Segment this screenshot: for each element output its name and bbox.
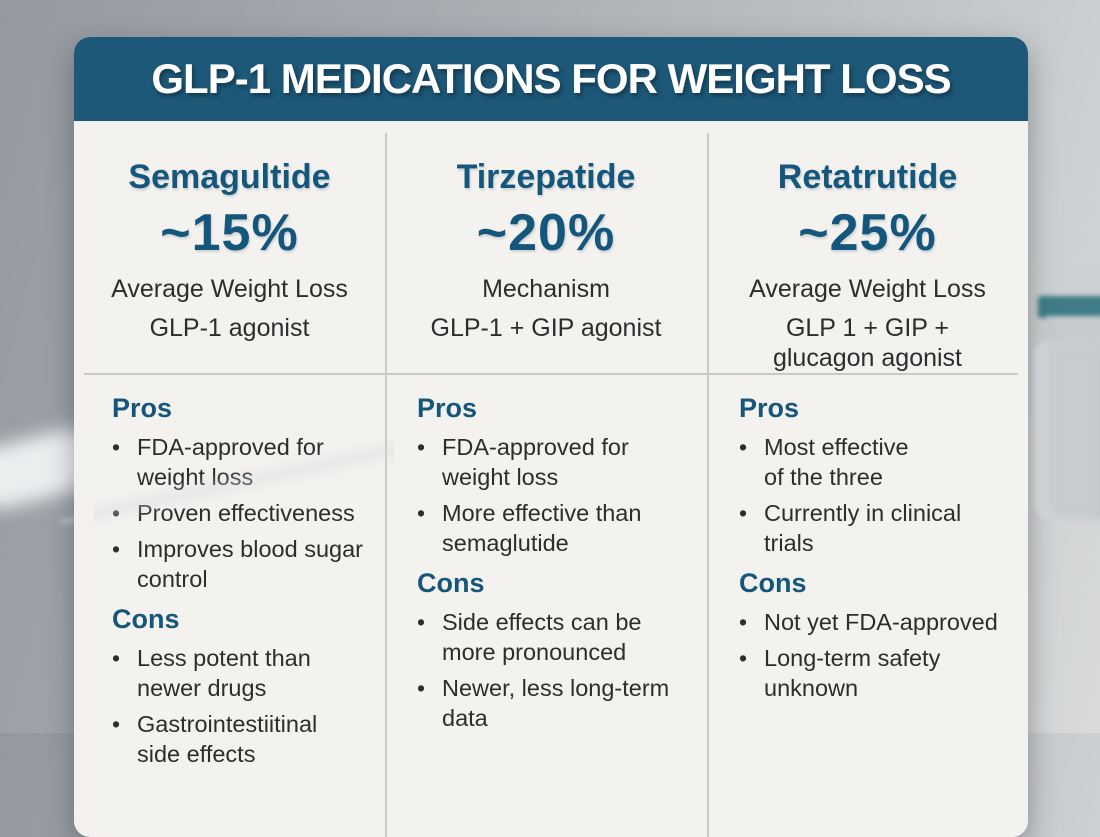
list-item: • FDA-approved for weight loss	[112, 432, 385, 492]
list-item-text: More effective than semaglutide	[442, 500, 642, 556]
mechanism-text: GLP-1 + GIP agonist	[430, 314, 662, 342]
column-details: Pros • FDA-approved for weight loss • Prov…	[74, 373, 385, 769]
cons-heading: Cons	[417, 568, 485, 598]
drug-name: Tirzepatide	[456, 158, 636, 196]
drug-name: Retatrutide	[777, 158, 958, 196]
column-details: Pros • Most effective of the three • Curre…	[707, 373, 1028, 703]
pros-heading: Pros	[739, 393, 800, 423]
list-item-text: Long-term safety unknown	[764, 645, 941, 701]
list-item: • Most effective of the three	[739, 432, 1028, 492]
cons-list: • Side effects can be more pronounced • Ne…	[417, 607, 707, 733]
column-retatrutide: Retatrutide ~25% Average Weight Loss GLP…	[707, 133, 1028, 837]
list-item: • Less potent than newer drugs	[112, 643, 385, 703]
bullet-icon: •	[417, 434, 426, 460]
list-item-text: Side effects can be more pronounced	[442, 609, 642, 665]
bullet-icon: •	[417, 609, 426, 635]
list-item-text: Not yet FDA-approved	[764, 609, 998, 635]
mechanism-text: GLP-1 agonist	[149, 314, 310, 342]
weight-loss-stat: ~25%	[798, 204, 937, 262]
list-item-text: Currently in clinical trials	[764, 500, 962, 556]
list-item: • FDA-approved for weight loss	[417, 432, 707, 492]
bullet-icon: •	[739, 609, 748, 635]
list-item: • Improves blood sugar control	[112, 534, 385, 594]
pros-heading: Pros	[112, 393, 173, 423]
list-item-text: Proven effectiveness	[137, 500, 355, 526]
stat-label: Mechanism	[482, 275, 610, 303]
list-item: • More effective than semaglutide	[417, 498, 707, 558]
list-item-text: Less potent than newer drugs	[137, 645, 311, 701]
column-summary: Semagultide ~15% Average Weight Loss GLP…	[74, 133, 385, 373]
weight-loss-stat: ~15%	[160, 204, 299, 262]
vial-cap	[1040, 266, 1100, 300]
page-title: GLP-1 MEDICATIONS FOR WEIGHT LOSS	[151, 55, 951, 102]
pros-list: • FDA-approved for weight loss • More effe…	[417, 432, 707, 558]
stat-label: Average Weight Loss	[749, 275, 986, 303]
list-item: • Gastrointestiitinal side effects	[112, 709, 385, 769]
bullet-icon: •	[112, 536, 121, 562]
vial-photo	[1030, 262, 1100, 522]
cons-list: • Less potent than newer drugs • Gastroint…	[112, 643, 385, 769]
drug-name: Semagultide	[128, 158, 331, 196]
list-item: • Not yet FDA-approved	[739, 607, 1028, 637]
bullet-icon: •	[112, 645, 121, 671]
list-item-text: FDA-approved for weight loss	[442, 434, 629, 490]
cons-list: • Not yet FDA-approved • Long-term safety …	[739, 607, 1028, 703]
bullet-icon: •	[112, 434, 121, 460]
mechanism-text: GLP 1 + GIP + glucagon agonist	[772, 314, 963, 372]
bullet-icon: •	[739, 434, 748, 460]
infographic-card: GLP-1 MEDICATIONS FOR WEIGHT LOSS Semagu…	[74, 37, 1028, 837]
list-item-text: Improves blood sugar control	[137, 536, 363, 592]
cons-heading: Cons	[739, 568, 807, 598]
list-item: • Newer, less long-term data	[417, 673, 707, 733]
list-item: • Proven effectiveness	[112, 498, 385, 528]
column-divider	[385, 133, 387, 837]
bullet-icon: •	[112, 500, 121, 526]
list-item: • Long-term safety unknown	[739, 643, 1028, 703]
list-item-text: Gastrointestiitinal side effects	[137, 711, 318, 767]
bullet-icon: •	[739, 645, 748, 671]
column-tirzepatide: Tirzepatide ~20% Mechanism GLP-1 + GIP a…	[385, 133, 707, 837]
columns-container: Semagultide ~15% Average Weight Loss GLP…	[74, 133, 1028, 837]
pros-heading: Pros	[417, 393, 478, 423]
column-semagultide: Semagultide ~15% Average Weight Loss GLP…	[74, 133, 385, 837]
list-item-text: FDA-approved for weight loss	[137, 434, 324, 490]
infographic-header: GLP-1 MEDICATIONS FOR WEIGHT LOSS	[74, 37, 1028, 121]
bullet-icon: •	[417, 675, 426, 701]
column-divider	[707, 133, 709, 837]
pros-list: • Most effective of the three • Currently …	[739, 432, 1028, 558]
bullet-icon: •	[417, 500, 426, 526]
column-summary: Retatrutide ~25% Average Weight Loss GLP…	[707, 133, 1028, 373]
list-item-text: Newer, less long-term data	[442, 675, 670, 731]
background-photo	[60, 262, 1100, 524]
list-item: • Side effects can be more pronounced	[417, 607, 707, 667]
cons-heading: Cons	[112, 604, 180, 634]
list-item-text: Most effective of the three	[764, 434, 909, 490]
horizontal-divider	[84, 373, 1018, 375]
vial-band	[1038, 296, 1100, 318]
pros-list: • FDA-approved for weight loss • Proven ef…	[112, 432, 385, 594]
vial-body	[1034, 342, 1100, 520]
column-details: Pros • FDA-approved for weight loss • More…	[385, 373, 707, 733]
list-item: • Currently in clinical trials	[739, 498, 1028, 558]
stat-label: Average Weight Loss	[111, 275, 348, 303]
column-summary: Tirzepatide ~20% Mechanism GLP-1 + GIP a…	[385, 133, 707, 373]
bullet-icon: •	[739, 500, 748, 526]
weight-loss-stat: ~20%	[476, 204, 616, 262]
bullet-icon: •	[112, 711, 121, 737]
